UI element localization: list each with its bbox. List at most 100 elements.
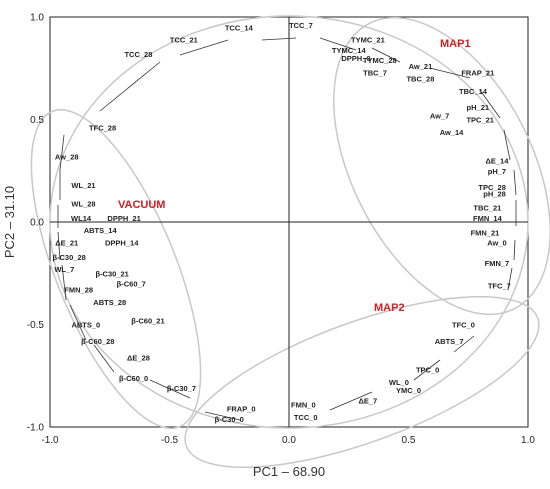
point-label: ΔE_21: [55, 239, 78, 248]
y-tick-label: -1.0: [27, 423, 45, 434]
point-label: DPPH_21: [107, 214, 140, 223]
point-label: TCC_14: [225, 23, 254, 32]
leader-line: [503, 129, 511, 161]
point-label: FRAP_21: [461, 68, 494, 77]
point-label: β-C60_28: [81, 337, 114, 346]
point-label: ABTS_14: [84, 226, 118, 235]
point-label: TCC_21: [170, 36, 198, 45]
leader-line: [453, 335, 475, 353]
leader-line: [479, 89, 501, 119]
point-label: WL14: [71, 214, 92, 223]
point-label: β-C60_0: [119, 374, 148, 383]
leader-line: [149, 379, 191, 399]
point-label: TCC_0: [294, 413, 318, 422]
x-tick-label: 1.0: [521, 435, 535, 446]
leader-line: [513, 239, 516, 261]
point-label: TBC_21: [473, 204, 501, 213]
point-label: β-C30_28: [52, 253, 85, 262]
leader-line: [99, 61, 161, 112]
ellipse-map1: [333, 16, 550, 316]
y-tick-label: 0.0: [30, 218, 44, 229]
leader-line: [371, 47, 401, 63]
point-label: ΔE_28: [127, 353, 150, 362]
point-label: pH_7: [488, 167, 506, 176]
point-label: β-C30_7: [167, 384, 196, 393]
point-label: Aw_21: [409, 62, 433, 71]
point-label: WL_21: [71, 181, 95, 190]
leader-line: [319, 37, 357, 51]
leader-line: [513, 169, 517, 196]
point-label: TBC_7: [363, 68, 387, 77]
leader-line: [57, 231, 61, 261]
y-tick-label: 1.0: [30, 13, 44, 24]
point-label: Aw_14: [440, 128, 464, 137]
point-label: Aw_28: [55, 152, 79, 161]
x-tick-label: 0.0: [282, 435, 296, 446]
point-label: WL_28: [71, 200, 95, 209]
point-label: β-C30_0: [215, 415, 244, 424]
point-label: ΔE_14: [485, 157, 509, 166]
x-tick-label: 0.5: [402, 435, 416, 446]
leader-line: [204, 411, 241, 421]
leader-line: [93, 344, 115, 373]
point-label: TYMC_21: [351, 36, 385, 45]
x-axis-title: PC1 – 68.90: [253, 464, 325, 479]
point-label: β-C30_21: [95, 269, 128, 278]
leader-line: [261, 37, 297, 41]
point-label: TBC_14: [459, 87, 488, 96]
leader-lines: [57, 37, 517, 421]
x-tick-labels: -1.0 -0.5 0.0 0.5 1.0: [41, 435, 535, 446]
point-label: pH_28: [483, 189, 506, 198]
group-label-map2: MAP2: [374, 302, 405, 314]
leader-line: [179, 39, 229, 56]
point-label: TPC_21: [466, 116, 494, 125]
point-label: FMN_0: [291, 400, 316, 409]
point-label: FMN_28: [64, 286, 93, 295]
point-label: TPC_28: [478, 183, 506, 192]
leader-line: [329, 391, 373, 411]
point-label: TPC_0: [416, 366, 439, 375]
point-label: FMN_7: [485, 259, 510, 268]
group-label-vacuum: VACUUM: [118, 199, 165, 211]
leader-line: [429, 67, 471, 79]
point-label: TCC_7: [289, 21, 313, 30]
point-label: pH_21: [467, 103, 490, 112]
group-label-map1: MAP1: [440, 38, 471, 50]
point-label: FMN_14: [473, 214, 503, 223]
point-label: FMN_21: [471, 228, 500, 237]
point-label: DPPH_14: [105, 239, 139, 248]
leader-line: [61, 264, 67, 301]
x-tick-label: -0.5: [161, 435, 179, 446]
point-labels: TCC_14 TCC_7TCC_21TCC_28TYMC_21TYMC_14DPP…: [52, 21, 510, 424]
ellipse-map2: [184, 295, 540, 469]
point-label: YMC_0: [396, 386, 421, 395]
x-tick-label: -1.0: [41, 435, 59, 446]
point-label: β-C60_21: [131, 316, 164, 325]
point-label: FRAP_0: [227, 405, 256, 414]
point-label: Aw_7: [430, 111, 449, 120]
point-label: TFC_28: [89, 124, 116, 133]
leader-line: [413, 359, 441, 381]
point-label: Aw_0: [487, 239, 506, 248]
point-label: TFC_7: [488, 282, 511, 291]
point-label: TYMC_14: [332, 46, 367, 55]
ellipse-vacuum: [30, 109, 202, 429]
leader-line: [69, 304, 87, 341]
point-label: TCC_28: [124, 50, 152, 59]
point-label: ABTS_7: [435, 337, 464, 346]
point-label: TYMC_28: [363, 56, 397, 65]
point-label: TBC_28: [406, 75, 434, 84]
point-label: ΔE_7: [358, 396, 377, 405]
y-tick-labels: -1.0 -0.5 0.0 0.5 1.0: [27, 13, 45, 434]
y-tick-label: -0.5: [27, 320, 45, 331]
point-label: TFC_0: [452, 321, 475, 330]
point-label: WL_0: [389, 378, 409, 387]
y-axis-title: PC2 – 31.10: [2, 186, 17, 258]
y-tick-label: 0.5: [30, 115, 44, 126]
leader-line: [59, 134, 65, 171]
point-label: β-C60_7: [117, 280, 146, 289]
point-label: WL_7: [54, 265, 74, 274]
point-label: DPPH_0: [341, 54, 370, 63]
point-label: ABTS_0: [71, 321, 100, 330]
